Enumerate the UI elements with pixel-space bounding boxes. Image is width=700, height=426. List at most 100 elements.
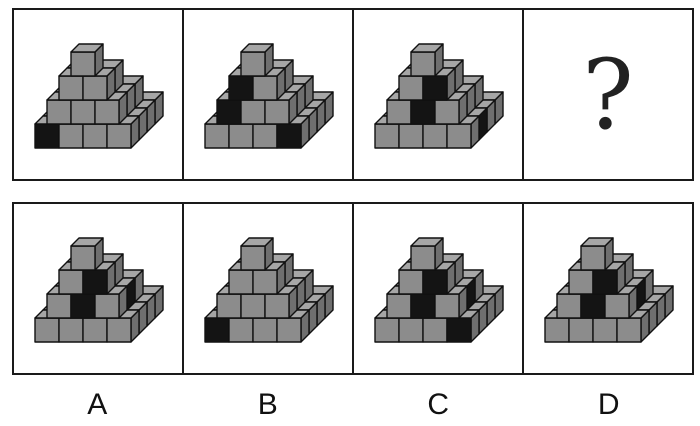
option-cell-a[interactable] xyxy=(14,204,182,373)
cube-front-face xyxy=(228,122,254,149)
cube-front-face xyxy=(410,292,436,319)
cube-front-face xyxy=(34,122,60,149)
cube-front-face xyxy=(82,122,108,149)
question-cell-2 xyxy=(182,10,352,179)
pyramid-figure xyxy=(374,42,504,149)
cube-front-face xyxy=(434,292,460,319)
cube-front-face xyxy=(46,292,72,319)
cube-front-face xyxy=(70,50,96,77)
cube-front-face xyxy=(446,122,472,149)
pyramid-figure xyxy=(374,236,504,343)
cube-front-face xyxy=(422,316,448,343)
cube-front-face xyxy=(106,316,132,343)
cube-front-face xyxy=(70,292,96,319)
cube-front-face xyxy=(264,98,290,125)
cube-front-face xyxy=(58,122,84,149)
cube-top-face xyxy=(410,236,444,247)
cube-front-face xyxy=(58,316,84,343)
cube-top-face xyxy=(70,236,104,247)
cube-front-face xyxy=(556,292,582,319)
cube-front-face xyxy=(568,316,594,343)
cube-front-face xyxy=(410,244,436,271)
cube-front-face xyxy=(374,316,400,343)
cube-front-face xyxy=(604,292,630,319)
cube-front-face xyxy=(276,316,302,343)
cube-front-face xyxy=(616,316,642,343)
cube-front-face xyxy=(264,292,290,319)
cube-front-face xyxy=(240,50,266,77)
cube-front-face xyxy=(58,268,84,295)
cube-front-face xyxy=(252,316,278,343)
cube-front-face xyxy=(228,268,254,295)
cube-front-face xyxy=(410,98,436,125)
cube-front-face xyxy=(70,244,96,271)
cube-front-face xyxy=(252,268,278,295)
cube-front-face xyxy=(70,98,96,125)
cube-top-face xyxy=(240,236,274,247)
cube-front-face xyxy=(580,292,606,319)
cube-front-face xyxy=(216,98,242,125)
question-cell-3 xyxy=(352,10,522,179)
cube-front-face xyxy=(398,316,424,343)
cube-front-face xyxy=(240,98,266,125)
cube-top-face xyxy=(410,42,444,53)
option-label-a[interactable]: A xyxy=(87,388,108,421)
cube-front-face xyxy=(228,74,254,101)
option-row xyxy=(12,202,694,375)
cube-front-face xyxy=(422,122,448,149)
cube-front-face xyxy=(252,74,278,101)
cube-front-face xyxy=(398,268,424,295)
cube-front-face xyxy=(240,292,266,319)
option-cell-d[interactable] xyxy=(522,204,692,373)
cube-front-face xyxy=(58,74,84,101)
cube-front-face xyxy=(544,316,570,343)
option-cell-b[interactable] xyxy=(182,204,352,373)
option-cell-c[interactable] xyxy=(352,204,522,373)
cube-front-face xyxy=(446,316,472,343)
cube-front-face xyxy=(398,122,424,149)
question-cell-1 xyxy=(14,10,182,179)
pyramid-figure xyxy=(34,236,164,343)
cube-front-face xyxy=(422,74,448,101)
question-row: ? xyxy=(12,8,694,181)
cube-front-face xyxy=(434,98,460,125)
cube-front-face xyxy=(592,316,618,343)
pyramid-figure xyxy=(204,236,334,343)
cube-front-face xyxy=(410,50,436,77)
cube-front-face xyxy=(580,244,606,271)
cube-front-face xyxy=(82,74,108,101)
pyramid-figure xyxy=(34,42,164,149)
cube-front-face xyxy=(204,122,230,149)
cube-front-face xyxy=(374,122,400,149)
cube-front-face xyxy=(386,98,412,125)
cube-front-face xyxy=(592,268,618,295)
cube-front-face xyxy=(228,316,254,343)
option-label-c[interactable]: C xyxy=(427,388,450,421)
option-label-d[interactable]: D xyxy=(597,388,620,421)
cube-front-face xyxy=(94,292,120,319)
cube-front-face xyxy=(386,292,412,319)
cube-front-face xyxy=(82,268,108,295)
cube-top-face xyxy=(240,42,274,53)
cube-front-face xyxy=(240,244,266,271)
cube-front-face xyxy=(252,122,278,149)
cube-front-face xyxy=(568,268,594,295)
cube-top-face xyxy=(580,236,614,247)
cube-front-face xyxy=(422,268,448,295)
cube-front-face xyxy=(34,316,60,343)
option-label-b[interactable]: B xyxy=(257,388,278,421)
pyramid-figure xyxy=(544,236,674,343)
cube-front-face xyxy=(94,98,120,125)
question-cell-4: ? xyxy=(522,10,692,179)
cube-front-face xyxy=(46,98,72,125)
option-labels: A B C D xyxy=(12,388,694,422)
cube-front-face xyxy=(82,316,108,343)
question-mark: ? xyxy=(582,38,634,151)
cube-front-face xyxy=(216,292,242,319)
cube-front-face xyxy=(204,316,230,343)
pyramid-figure xyxy=(204,42,334,149)
cube-front-face xyxy=(106,122,132,149)
cube-front-face xyxy=(398,74,424,101)
cube-top-face xyxy=(70,42,104,53)
cube-front-face xyxy=(276,122,302,149)
